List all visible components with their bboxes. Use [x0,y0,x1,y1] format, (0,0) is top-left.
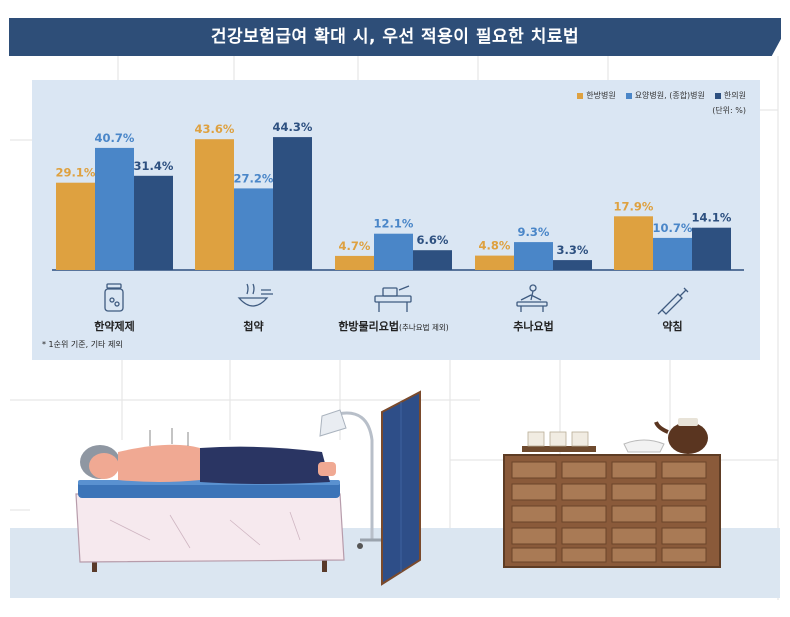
table-legs [378,302,408,312]
bar [374,233,413,270]
therapist-head [529,284,537,292]
bar [195,139,234,270]
category-label: 첩약 [243,319,263,333]
legend-item: 한의원 [714,90,746,101]
bar [95,147,134,270]
bar [653,237,692,270]
physio-device-icon [374,285,412,312]
legend-label: 한의원 [723,91,746,100]
data-label: 40.7% [95,131,135,145]
bowl [237,297,269,307]
bar [514,242,553,270]
category-label: 약침 [662,319,682,333]
herb-pack [261,289,273,295]
syringe-parts [657,287,689,315]
category-label-sub: (추나요법 제외) [399,322,449,332]
legend-label: 요양병원, (종합)병원 [634,91,705,100]
herbal-bottle-icon [104,283,124,312]
steam [246,283,255,295]
data-label: 10.7% [653,221,693,235]
syringe-barrel [661,293,683,315]
bar [234,188,273,270]
bar [413,250,452,270]
category-label-main: 추나요법 [513,319,553,333]
category-label: 한방물리요법(추나요법 제외) [338,319,448,333]
pill [114,301,120,307]
herbal-cabinet [503,418,721,568]
category-label-main: 한약제제 [94,319,134,333]
therapist-body [520,290,542,301]
data-label: 9.3% [518,225,550,239]
massage-table-legs [520,306,544,312]
footnote: * 1순위 기준, 기타 제외 [42,340,123,349]
table-top [374,295,412,303]
title-banner: 건강보험급여 확대 시, 우선 적용이 필요한 치료법 [9,18,781,56]
legend-item: 요양병원, (종합)병원 [625,90,705,101]
herbal-bowl-icon [237,283,273,307]
treatment-bed [75,428,345,572]
legend-swatch [625,92,632,99]
data-label: 6.6% [417,233,449,247]
data-label: 27.2% [234,171,274,185]
data-label: 43.6% [195,122,235,136]
data-label: 31.4% [134,159,174,173]
legend-swatch [577,92,584,99]
data-label: 44.3% [273,120,313,134]
category-label: 한약제제 [94,319,134,333]
data-label: 3.3% [557,243,589,257]
data-label: 12.1% [374,217,414,231]
bar [335,255,374,270]
chuna-massage-icon [516,284,548,312]
unit-label: (단위: %) [712,106,746,115]
bar [553,260,592,270]
bar [273,137,312,270]
bar [134,175,173,270]
bar [56,182,95,270]
pill [109,297,115,303]
data-label: 4.7% [339,239,371,253]
bottle-cap [106,283,122,289]
bar-chart: 29.1% 40.7% 31.4% 한약제제 43.6% 27.2% 44.3% 첩약 4.7%… [52,120,744,333]
data-label: 14.1% [692,211,732,225]
legend-items: 한방병원 요양병원, (종합)병원 한의원 [577,90,746,101]
legend-item: 한방병원 [577,90,616,101]
chart-legend: 한방병원 요양병원, (종합)병원 한의원 (단위: %) [577,90,746,116]
bottle-body [104,288,124,312]
data-label: 17.9% [614,199,654,213]
device-cable [398,285,410,291]
massage-table [516,301,548,307]
chart-panel: 한방병원 요양병원, (종합)병원 한의원 (단위: %) 29.1% 40.7% 31… [32,80,760,360]
bar [614,216,653,270]
category-label-main: 한방물리요법 [338,319,399,333]
category-label-main: 약침 [662,319,682,333]
category-label-main: 첩약 [243,319,263,333]
syringe-icon [657,287,689,315]
legend-swatch [714,92,721,99]
bar [692,227,731,270]
folding-screen [381,390,421,586]
bar [475,255,514,270]
data-label: 29.1% [56,166,96,180]
category-label: 추나요법 [513,319,553,333]
device [382,287,398,297]
page-title: 건강보험급여 확대 시, 우선 적용이 필요한 치료법 [210,27,580,47]
legend-label: 한방병원 [586,91,616,100]
data-label: 4.8% [479,239,511,253]
